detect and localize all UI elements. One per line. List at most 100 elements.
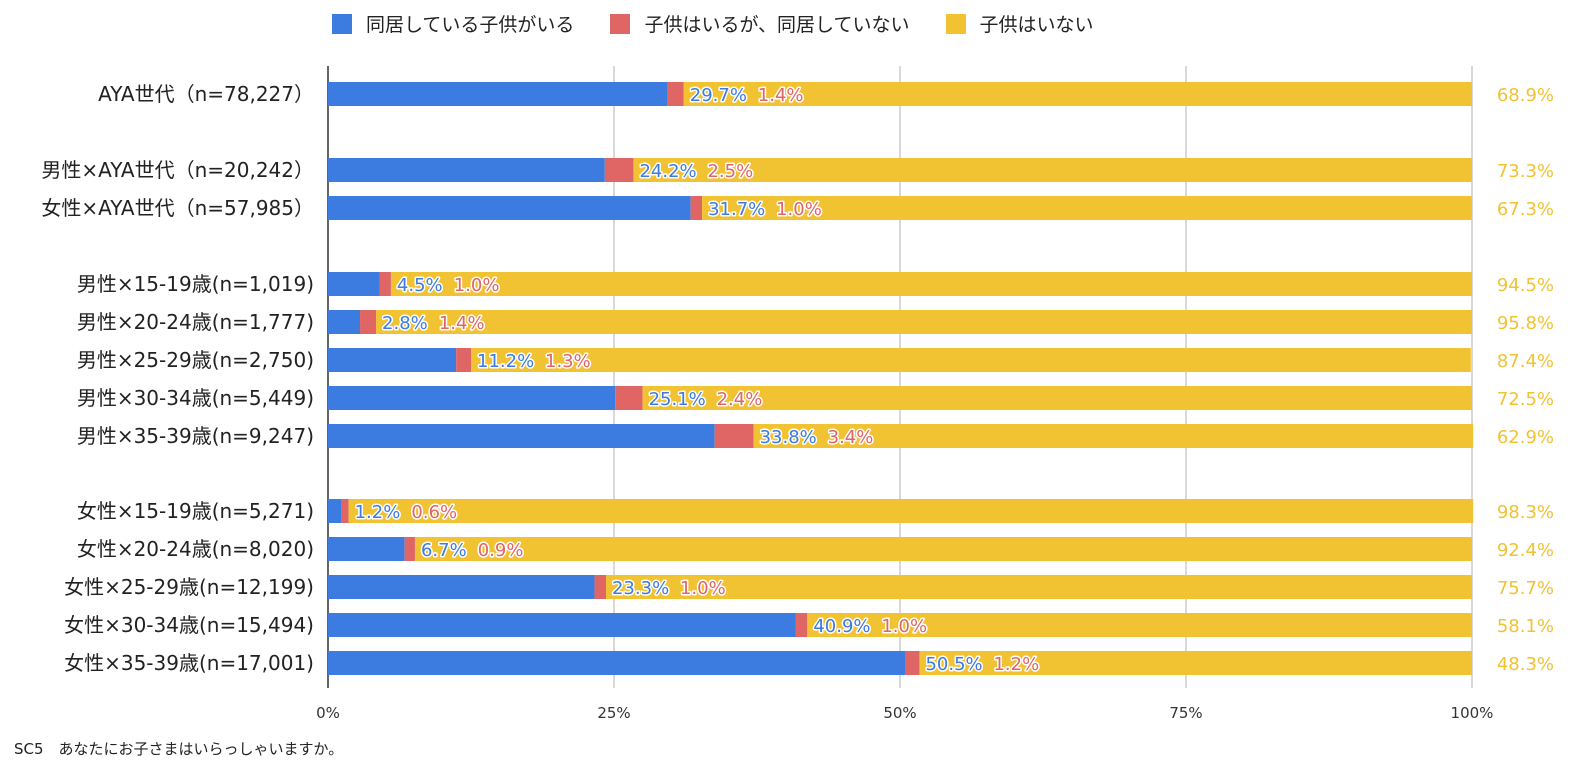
data-label-no-children: 73.3% bbox=[1497, 161, 1554, 182]
data-label-not-cohabiting: 1.4% bbox=[439, 313, 485, 334]
data-label-no-children: 72.5% bbox=[1497, 389, 1554, 410]
data-label-not-cohabiting: 1.0% bbox=[776, 199, 822, 220]
data-label-no-children: 75.7% bbox=[1497, 578, 1554, 599]
data-label-cohabiting: 2.8% bbox=[382, 313, 428, 334]
data-label-cohabiting: 23.3% bbox=[612, 578, 669, 599]
data-label-cohabiting: 24.2% bbox=[639, 161, 696, 182]
bar-segment-no-children bbox=[390, 272, 1472, 296]
data-label-not-cohabiting: 1.2% bbox=[993, 654, 1039, 675]
data-label-not-cohabiting: 1.0% bbox=[881, 616, 927, 637]
category-label: 男性×25-29歳(n=2,750) bbox=[77, 348, 314, 372]
bar-segment-no-children bbox=[348, 499, 1474, 523]
bar-segment-no-children bbox=[683, 82, 1472, 106]
data-label-not-cohabiting: 1.4% bbox=[758, 85, 804, 106]
data-label-cohabiting: 31.7% bbox=[708, 199, 765, 220]
category-label: 女性×25-29歳(n=12,199) bbox=[64, 575, 314, 599]
bar-segment-not-cohabiting bbox=[667, 82, 684, 106]
data-label-not-cohabiting: 2.4% bbox=[717, 389, 763, 410]
legend-swatch-no-children bbox=[945, 13, 966, 34]
category-label: 女性×20-24歳(n=8,020) bbox=[77, 537, 314, 561]
bar-segment-not-cohabiting bbox=[379, 272, 391, 296]
category-label: 女性×35-39歳(n=17,001) bbox=[64, 651, 314, 675]
category-label: AYA世代（n=78,227） bbox=[98, 82, 314, 106]
bar-segment-no-children bbox=[471, 348, 1471, 372]
bar-segment-no-children bbox=[633, 158, 1472, 182]
bar-segment-not-cohabiting bbox=[404, 537, 415, 561]
bar-segment-no-children bbox=[376, 310, 1473, 334]
data-label-no-children: 87.4% bbox=[1497, 351, 1554, 372]
legend-label-cohabiting: 同居している子供がいる bbox=[366, 14, 575, 36]
bar-segment-not-cohabiting bbox=[341, 499, 349, 523]
data-label-cohabiting: 33.8% bbox=[760, 427, 817, 448]
data-label-not-cohabiting: 0.9% bbox=[478, 540, 524, 561]
data-label-no-children: 48.3% bbox=[1497, 654, 1554, 675]
bar-segment-cohabiting bbox=[328, 82, 668, 106]
legend-item-cohabiting: 同居している子供がいる bbox=[332, 10, 574, 37]
category-label: 男性×30-34歳(n=5,449) bbox=[77, 386, 314, 410]
data-label-cohabiting: 1.2% bbox=[355, 502, 401, 523]
data-label-not-cohabiting: 1.3% bbox=[545, 351, 591, 372]
bar-segment-cohabiting bbox=[328, 424, 715, 448]
legend-swatch-not-cohabiting bbox=[610, 13, 631, 34]
data-label-cohabiting: 29.7% bbox=[690, 85, 747, 106]
data-label-no-children: 58.1% bbox=[1497, 616, 1554, 637]
bar-segment-cohabiting bbox=[328, 348, 457, 372]
legend-item-no-children: 子供はいない bbox=[945, 10, 1094, 37]
data-label-no-children: 95.8% bbox=[1497, 313, 1554, 334]
bar-segment-not-cohabiting bbox=[714, 424, 754, 448]
bar-segment-cohabiting bbox=[328, 310, 361, 334]
bar-segment-no-children bbox=[919, 651, 1472, 675]
data-label-cohabiting: 4.5% bbox=[397, 275, 443, 296]
bar-segment-not-cohabiting bbox=[594, 575, 606, 599]
bar-segment-not-cohabiting bbox=[360, 310, 377, 334]
bar-segment-not-cohabiting bbox=[456, 348, 471, 372]
bar-segment-no-children bbox=[605, 575, 1472, 599]
x-tick-label: 50% bbox=[883, 704, 916, 722]
bar-segment-cohabiting bbox=[328, 651, 906, 675]
data-label-no-children: 98.3% bbox=[1497, 502, 1554, 523]
bar-segment-cohabiting bbox=[328, 499, 342, 523]
data-label-no-children: 62.9% bbox=[1497, 427, 1554, 448]
category-label: 男性×AYA世代（n=20,242） bbox=[41, 158, 314, 182]
data-label-not-cohabiting: 1.0% bbox=[454, 275, 500, 296]
data-label-not-cohabiting: 2.5% bbox=[707, 161, 753, 182]
x-tick-label: 75% bbox=[1169, 704, 1202, 722]
bar-segment-cohabiting bbox=[328, 386, 616, 410]
category-label: 男性×35-39歳(n=9,247) bbox=[77, 424, 314, 448]
category-label: 女性×15-19歳(n=5,271) bbox=[77, 499, 314, 523]
data-label-no-children: 68.9% bbox=[1497, 85, 1554, 106]
data-label-not-cohabiting: 0.6% bbox=[411, 502, 457, 523]
data-label-no-children: 94.5% bbox=[1497, 275, 1554, 296]
data-label-no-children: 67.3% bbox=[1497, 199, 1554, 220]
bar-segment-no-children bbox=[753, 424, 1474, 448]
legend: 同居している子供がいる 子供はいるが、同居していない 子供はいない bbox=[332, 10, 1130, 37]
category-label: 女性×AYA世代（n=57,985） bbox=[41, 196, 314, 220]
bar-segment-not-cohabiting bbox=[604, 158, 634, 182]
data-label-cohabiting: 6.7% bbox=[421, 540, 467, 561]
bar-segment-not-cohabiting bbox=[615, 386, 643, 410]
bar-segment-not-cohabiting bbox=[905, 651, 920, 675]
data-label-not-cohabiting: 3.4% bbox=[828, 427, 874, 448]
bar-segment-no-children bbox=[414, 537, 1473, 561]
legend-swatch-cohabiting bbox=[332, 13, 352, 34]
bar-segment-no-children bbox=[642, 386, 1472, 410]
data-label-cohabiting: 25.1% bbox=[649, 389, 706, 410]
category-label: 女性×30-34歳(n=15,494) bbox=[64, 613, 314, 637]
data-label-cohabiting: 40.9% bbox=[813, 616, 870, 637]
legend-item-not-cohabiting: 子供はいるが、同居していない bbox=[610, 10, 910, 37]
bar-segment-cohabiting bbox=[328, 575, 595, 599]
bar-segment-cohabiting bbox=[328, 613, 796, 637]
bar-segment-cohabiting bbox=[328, 158, 605, 182]
bar-segment-cohabiting bbox=[328, 537, 405, 561]
x-tick-label: 0% bbox=[316, 704, 340, 722]
bar-segment-no-children bbox=[807, 613, 1472, 637]
bar-segment-not-cohabiting bbox=[795, 613, 808, 637]
data-label-cohabiting: 50.5% bbox=[925, 654, 982, 675]
bar-segment-cohabiting bbox=[328, 196, 691, 220]
bar-segment-no-children bbox=[702, 196, 1472, 220]
legend-label-not-cohabiting: 子供はいるが、同居していない bbox=[644, 14, 910, 36]
data-label-cohabiting: 11.2% bbox=[477, 351, 534, 372]
bar-segment-not-cohabiting bbox=[690, 196, 703, 220]
